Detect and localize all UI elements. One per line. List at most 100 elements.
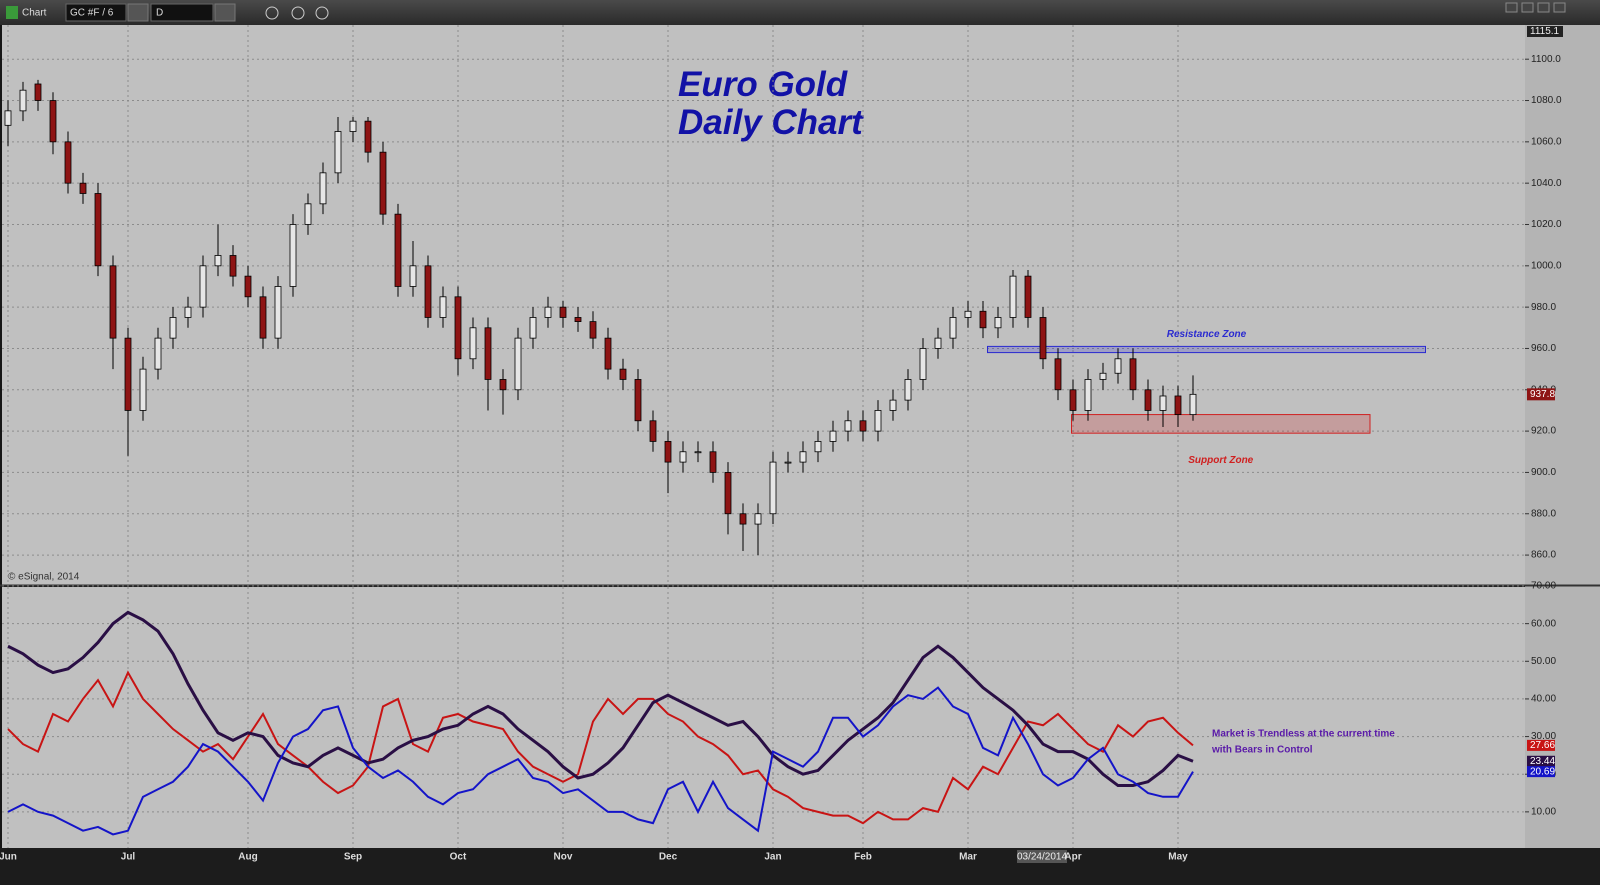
candle-body (1069, 389, 1077, 411)
candle-body (259, 296, 267, 339)
candle-body (1144, 389, 1152, 411)
candle-body (904, 379, 912, 401)
y-tick-label: 60.00 (1531, 618, 1556, 629)
y-tick-label: 1020.0 (1531, 219, 1562, 230)
x-tick-label: Jul (121, 852, 136, 863)
x-tick-label: May (1168, 852, 1188, 863)
candle-body (994, 317, 1002, 329)
candle-body (919, 348, 927, 380)
candle-body (694, 451, 702, 454)
candle-body (589, 321, 597, 339)
candle-body (514, 337, 522, 391)
candle-body (1084, 379, 1092, 411)
cursor-box (1017, 850, 1067, 863)
candle-body (94, 193, 102, 267)
indicator-line (7, 610, 1194, 788)
y-tick-label: 30.00 (1531, 731, 1556, 742)
x-tick-label: Jan (764, 852, 781, 863)
app-icon (6, 6, 18, 19)
y-tick-label: 980.0 (1531, 302, 1556, 313)
clock-button[interactable] (214, 3, 236, 22)
annotation: with Bears in Control (1211, 745, 1313, 756)
candle-body (349, 120, 357, 132)
window-button[interactable] (1537, 2, 1550, 13)
value-tag (1527, 766, 1555, 778)
indicator-panel (2, 587, 1525, 848)
candle-body (1024, 275, 1032, 318)
candle-body (1039, 317, 1047, 360)
candle-body (124, 337, 132, 411)
candle-body (934, 337, 942, 349)
tool-button[interactable] (315, 6, 329, 20)
value-tag-label: 20.69 (1530, 766, 1555, 777)
y-tick-label: 920.0 (1531, 426, 1556, 437)
candle-body (214, 255, 222, 267)
window-button[interactable] (1505, 2, 1518, 13)
price-tag (1527, 388, 1555, 401)
candle-body (34, 83, 42, 101)
candle-body (544, 306, 552, 318)
value-scale (1525, 25, 1600, 848)
candle-body (244, 275, 252, 298)
x-tick-label: Apr (1064, 852, 1081, 863)
y-tick-label: 10.00 (1531, 807, 1556, 818)
interval[interactable]: D (156, 8, 163, 19)
y-tick-label: 960.0 (1531, 343, 1556, 354)
candle-body (484, 327, 492, 380)
symbol[interactable]: GC #F / 6 (70, 8, 114, 19)
indicator-line (7, 686, 1194, 836)
candle-body (634, 379, 642, 422)
candle-body (649, 420, 657, 442)
window-title: Chart (22, 8, 47, 19)
candle-body (79, 182, 87, 194)
x-tick-label: Jun (0, 852, 17, 863)
candle-body (139, 368, 147, 411)
candle-body (1009, 275, 1017, 318)
candle-body (394, 213, 402, 287)
candle-body (784, 461, 792, 464)
window-button[interactable] (1521, 2, 1534, 13)
candle-body (889, 399, 897, 411)
symbol-box[interactable] (65, 3, 127, 22)
x-tick-label: Dec (659, 852, 678, 863)
tool-button[interactable] (291, 6, 305, 20)
tool-button[interactable] (265, 6, 279, 20)
candle-body (1129, 358, 1137, 391)
candle-body (109, 265, 117, 339)
candle-body (979, 310, 987, 329)
y-tick-label: 1100.0 (1531, 54, 1561, 65)
candle-body (829, 430, 837, 442)
y-tick-label: 900.0 (1531, 467, 1556, 478)
candle-body (859, 420, 867, 432)
y-tick-label: 1000.0 (1531, 260, 1562, 271)
candle-body (874, 410, 882, 432)
candle-body (499, 379, 507, 391)
value-tag-label: 27.66 (1530, 740, 1555, 751)
value-tag (1527, 739, 1555, 751)
copyright: © eSignal, 2014 (8, 572, 80, 583)
candle-body (964, 310, 972, 318)
settings-button[interactable] (127, 3, 149, 22)
chart-title: Euro Gold (678, 65, 848, 104)
candle-body (154, 337, 162, 370)
candle-body (364, 120, 372, 153)
candle-body (304, 203, 312, 225)
zone (1071, 414, 1371, 434)
annotation: Market is Trendless at the current time (1212, 729, 1395, 740)
y-tick-label: 40.00 (1531, 694, 1556, 705)
candle-body (439, 296, 447, 318)
y-tick-label: 880.0 (1531, 508, 1556, 519)
candle-body (1114, 358, 1122, 374)
y-tick-label: 860.0 (1531, 550, 1556, 561)
interval-box[interactable] (150, 3, 214, 22)
scale-top-label: 1115.1 (1530, 26, 1560, 37)
cursor-label: 03/24/2014 (1017, 852, 1067, 863)
y-tick-label: 1060.0 (1531, 136, 1562, 147)
zone-label: Support Zone (1188, 455, 1253, 466)
candle-body (844, 420, 852, 432)
candle-body (469, 327, 477, 360)
candle-body (169, 317, 177, 339)
candle-body (274, 286, 282, 339)
window-button[interactable] (1553, 2, 1566, 13)
candle-body (454, 296, 462, 360)
